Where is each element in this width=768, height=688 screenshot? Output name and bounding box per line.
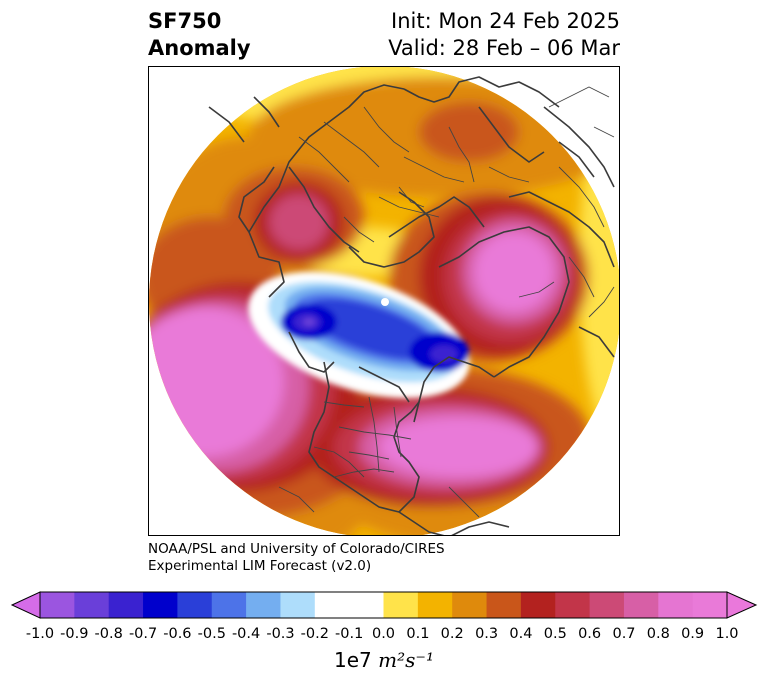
colorbar-over-arrow <box>726 591 758 619</box>
colorbar-cell <box>658 592 694 618</box>
colorbar-tick-label: 0.1 <box>406 626 430 642</box>
colorbar-unit: 1e7 m²s⁻¹ <box>0 648 768 672</box>
colorbar-cell <box>452 592 488 618</box>
colorbar-tick-label: -0.2 <box>300 626 329 642</box>
colorbar-tick-label: 1.0 <box>715 626 739 642</box>
colorbar-tick-label: 0.6 <box>578 626 602 642</box>
colorbar-tick-label: 0.9 <box>681 626 705 642</box>
colorbar-cell <box>417 592 453 618</box>
colorbar-cell <box>314 592 350 618</box>
colorbar-tick-label: -0.6 <box>163 626 192 642</box>
credit-line-1: NOAA/PSL and University of Colorado/CIRE… <box>148 541 445 557</box>
field-name: SF750 <box>148 9 222 33</box>
colorbar-ticks: -1.0 -0.9 -0.8 -0.7 -0.6 -0.5 -0.4 -0.3 -0.2 -0.1… <box>0 626 768 646</box>
colorbar-tick-label: -0.3 <box>266 626 295 642</box>
colorbar-tick-label: -0.9 <box>60 626 89 642</box>
north-pole-marker <box>381 298 389 306</box>
credit-line-2: Experimental LIM Forecast (v2.0) <box>148 558 372 574</box>
colorbar-cell <box>589 592 625 618</box>
colorbar-tick-label: 0.8 <box>646 626 670 642</box>
colorbar-cell <box>520 592 556 618</box>
polar-map <box>149 67 619 535</box>
init-date: Init: Mon 24 Feb 2025 <box>391 9 620 33</box>
colorbar-cell <box>349 592 384 618</box>
colorbar-cell <box>555 592 591 618</box>
colorbar-cell <box>383 592 419 618</box>
field-title: SF750 Anomaly <box>148 8 251 62</box>
unit-prefix: 1e7 <box>334 648 372 672</box>
political-borders <box>278 86 615 518</box>
valid-range: Valid: 28 Feb – 06 Mar <box>388 36 620 60</box>
colorbar-tick-label: -0.7 <box>128 626 158 642</box>
colorbar-cell <box>246 592 281 618</box>
colorbar-cell <box>74 592 110 618</box>
colorbar <box>10 591 758 619</box>
colorbar-cell <box>211 592 247 618</box>
colorbar-cell <box>108 592 144 618</box>
colorbar-cell <box>486 592 522 618</box>
colorbar-tick-label: 0.0 <box>371 626 396 642</box>
colorbar-under-arrow <box>10 591 41 619</box>
colorbar-tick-label: -0.8 <box>94 626 123 642</box>
run-info: Init: Mon 24 Feb 2025 Valid: 28 Feb – 06… <box>388 8 620 62</box>
field-type: Anomaly <box>148 36 251 60</box>
unit-math: m²s⁻¹ <box>378 648 434 672</box>
colorbar-tick-label: 0.2 <box>440 626 464 642</box>
colorbar-tick-label: 0.4 <box>509 626 533 642</box>
coastlines <box>208 76 615 535</box>
map-panel <box>148 66 620 536</box>
colorbar-tick-label: -1.0 <box>25 626 55 642</box>
colorbar-cell <box>143 592 178 618</box>
colorbar-tick-label: 0.7 <box>612 626 636 642</box>
colorbar-tick-label: -0.5 <box>197 626 226 642</box>
colorbar-tick-label: 0.3 <box>475 626 499 642</box>
colorbar-cell <box>40 592 75 618</box>
colorbar-tick-label: -0.1 <box>335 626 364 642</box>
colorbar-tick-label: -0.4 <box>231 626 261 642</box>
anomaly-field <box>149 67 619 535</box>
colorbar-outline <box>39 591 728 619</box>
colorbar-cell <box>280 592 316 618</box>
colorbar-cell <box>692 592 728 618</box>
colorbar-tick-label: 0.5 <box>543 626 567 642</box>
colorbar-cell <box>177 592 213 618</box>
colorbar-cell <box>623 592 659 618</box>
credit-text: NOAA/PSL and University of Colorado/CIRE… <box>148 541 445 575</box>
